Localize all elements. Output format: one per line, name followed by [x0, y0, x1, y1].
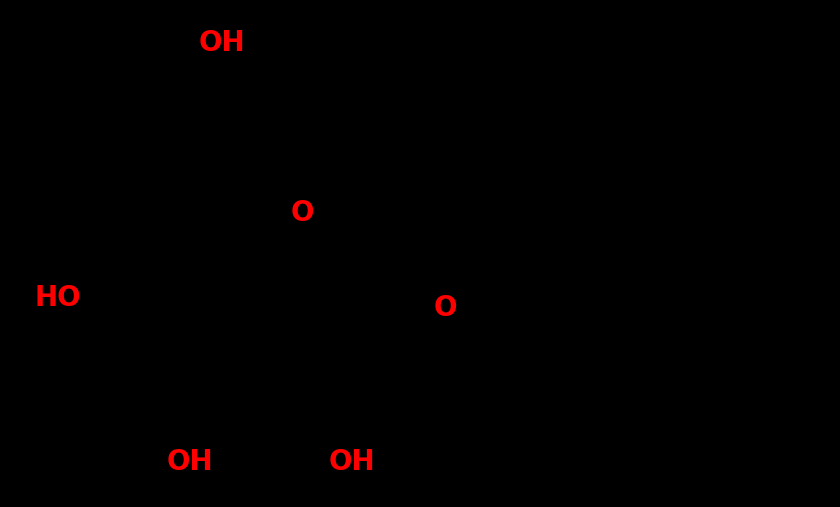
Text: O: O — [291, 199, 314, 227]
Text: HO: HO — [34, 284, 81, 312]
Text: OH: OH — [166, 448, 213, 476]
Text: OH: OH — [328, 448, 375, 476]
Text: O: O — [433, 294, 457, 322]
Text: OH: OH — [199, 29, 245, 57]
